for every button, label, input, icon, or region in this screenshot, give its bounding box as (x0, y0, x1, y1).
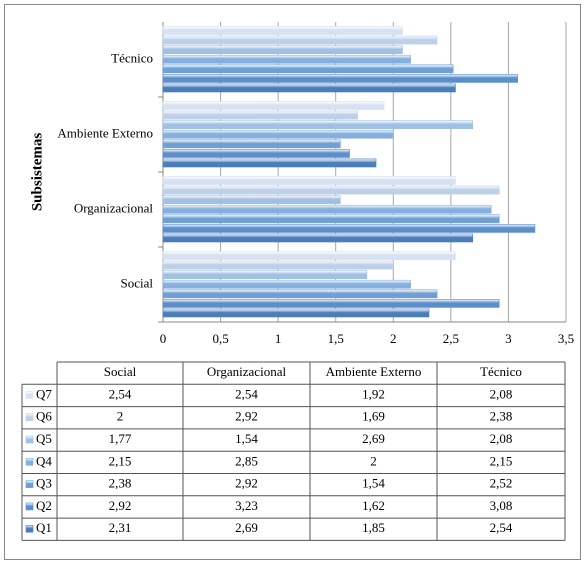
bar (162, 35, 438, 45)
legend-label: Q6 (36, 409, 52, 424)
bar (162, 176, 456, 185)
x-tick-label: 2,5 (443, 331, 459, 346)
legend-key (25, 435, 34, 444)
table-cell: 2,92 (109, 498, 132, 513)
table-cell: 2,69 (362, 431, 385, 446)
table-cell: 1,62 (362, 498, 385, 513)
table-header: Técnico (480, 364, 522, 379)
table-cell: 2,54 (109, 386, 132, 401)
bar (162, 308, 430, 318)
bar (162, 101, 385, 110)
legend-label: Q1 (36, 520, 52, 535)
table-cell: 2 (370, 453, 377, 468)
bar (162, 185, 500, 195)
table-cell: 1,92 (362, 386, 385, 401)
y-tick-label: Técnico (111, 50, 153, 65)
bar (162, 83, 456, 93)
legend-key (25, 413, 34, 422)
bar (162, 251, 456, 260)
table-cell: 3,08 (490, 498, 513, 513)
bar (162, 74, 518, 83)
bar (162, 224, 536, 233)
table-cell: 2,85 (235, 453, 258, 468)
bar (162, 129, 394, 139)
bar (162, 54, 411, 64)
bar (162, 149, 350, 158)
table-cell: 1,85 (362, 520, 385, 535)
x-tick-label: 3 (505, 331, 512, 346)
table-cell: 2,31 (109, 520, 132, 535)
bar (162, 64, 454, 74)
table-cell: 2,15 (490, 453, 513, 468)
table-cell: 2,38 (109, 476, 132, 491)
table-cell: 2,08 (490, 386, 513, 401)
bar (162, 158, 377, 168)
legend-label: Q2 (36, 498, 52, 513)
legend-label: Q5 (36, 431, 52, 446)
table-cell: 2,38 (490, 409, 513, 424)
bar (162, 299, 500, 308)
table-cell: 1,77 (109, 431, 132, 446)
table-cell: 2,92 (235, 476, 258, 491)
table-cell: 1,54 (362, 476, 385, 491)
legend-key (25, 458, 34, 466)
table-cell: 1,69 (362, 409, 385, 424)
y-tick-label: Ambiente Externo (57, 125, 153, 140)
table-cell: 2,15 (109, 453, 132, 468)
legend-label: Q3 (36, 476, 52, 491)
table-header: Social (104, 364, 137, 379)
y-tick-label: Social (121, 275, 154, 290)
table-cell: 1,54 (235, 431, 258, 446)
bar (162, 195, 341, 205)
bar (162, 139, 341, 149)
table-cell: 2,52 (490, 476, 513, 491)
table-cell: 2,08 (490, 431, 513, 446)
bar (162, 110, 358, 120)
legend-key (25, 524, 34, 533)
bar (162, 204, 492, 214)
legend-key (25, 502, 34, 511)
y-tick-label: Organizacional (74, 200, 154, 215)
bar (162, 45, 403, 55)
x-tick-label: 2 (390, 331, 397, 346)
x-tick-label: 3,5 (558, 331, 574, 346)
legend-key (25, 480, 34, 488)
legend-key (25, 391, 34, 399)
x-tick-label: 1,5 (328, 331, 344, 346)
table-cell: 2 (117, 409, 124, 424)
bar (162, 26, 403, 35)
table-cell: 2,92 (235, 409, 258, 424)
table-cell: 2,69 (235, 520, 258, 535)
bar (162, 214, 500, 224)
y-axis-title: Subsistemas (29, 133, 45, 212)
x-tick-label: 1 (275, 331, 282, 346)
x-tick-label: 0,5 (212, 331, 228, 346)
legend-label: Q4 (36, 453, 52, 468)
bar (162, 279, 411, 289)
table-cell: 2,54 (235, 386, 258, 401)
x-tick-label: 0 (160, 331, 167, 346)
bar (162, 289, 438, 299)
legend-label: Q7 (36, 386, 52, 401)
table-cell: 2,54 (490, 520, 513, 535)
bar (162, 120, 474, 130)
table-header: Organizacional (207, 364, 287, 379)
table-header: Ambiente Externo (326, 364, 422, 379)
table-cell: 3,23 (235, 498, 258, 513)
bar (162, 260, 394, 270)
bar (162, 270, 368, 280)
bar (162, 233, 474, 243)
